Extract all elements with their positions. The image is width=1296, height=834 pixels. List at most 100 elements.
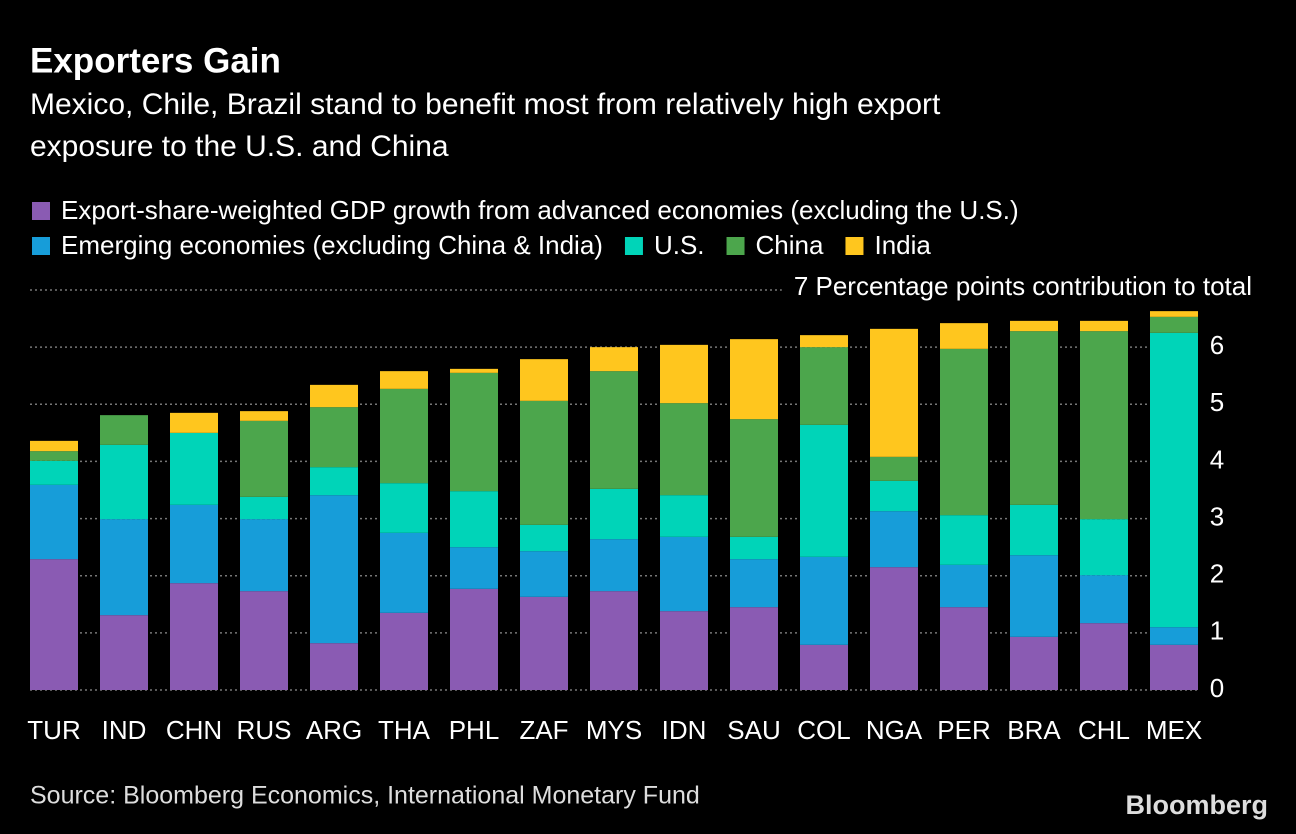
bar-segment [590,371,638,489]
bar-segment [940,607,988,690]
legend-label: Export-share-weighted GDP growth from ad… [61,195,1019,225]
bar-segment [1150,316,1198,333]
x-tick-label: BRA [1007,715,1061,745]
bar-segment [100,615,148,690]
x-tick-label: PHL [449,715,500,745]
bar-segment [450,588,498,690]
bar-segment [1010,636,1058,690]
bar-segment [30,460,78,485]
bar-segment [730,536,778,560]
bar-segment [450,368,498,373]
x-tick-label: MYS [586,715,642,745]
bar-segment [660,495,708,537]
bar-segment [520,524,568,552]
legend-swatch [32,202,50,220]
bar-segment [1080,575,1128,624]
bar-segment [30,484,78,560]
bar-segment [450,372,498,492]
logo: Bloomberg [1125,790,1268,820]
bar-segment [100,444,148,520]
bar-segment [380,532,428,613]
bar-segment [590,591,638,690]
bar-segment [520,359,568,401]
bar-segment [870,328,918,457]
bar-segment [870,567,918,690]
bar-segment [310,643,358,690]
legend-item: Emerging economies (excluding China & In… [32,230,603,260]
bar-segment [1080,320,1128,332]
y-tick-label: 0 [1210,673,1224,703]
bar-segment [660,403,708,496]
bar-segment [590,488,638,540]
bar-segment [660,344,708,404]
bar-segment [940,515,988,565]
bar-segment [240,420,288,497]
bar-segment [940,564,988,608]
x-tick-label: CHL [1078,715,1130,745]
bar-segment [170,432,218,505]
y-tick-label: 2 [1210,559,1224,589]
bar-segment [800,335,848,348]
bar-segment [1080,623,1128,690]
bar-segment [310,407,358,468]
bar-segment [800,644,848,690]
legend-label: China [756,230,824,260]
bar-segment [240,496,288,520]
bar-segment [310,467,358,496]
legend-item: U.S. [624,230,705,260]
bar-segment [730,607,778,690]
bar-segment [870,511,918,568]
y-tick-label: 7 Percentage points contribution to tota… [794,271,1252,301]
bar-segment [240,411,288,421]
legend-swatch [726,237,745,255]
legend-swatch [845,237,864,255]
bar-segment [1150,311,1198,317]
bar-segment [660,536,708,612]
bar-segment [800,347,848,425]
chart-subtitle: Mexico, Chile, Brazil stand to benefit m… [30,88,941,121]
x-tick-label: MEX [1146,715,1202,745]
bar-segment [870,456,918,481]
bar-segment [30,440,78,452]
bar-segment [590,539,638,592]
bar-segment [170,583,218,690]
bar-segment [1010,504,1058,556]
bar-segment [380,388,428,484]
bar-segment [380,483,428,533]
bar-segment [800,424,848,557]
bar-segment [380,612,428,690]
x-tick-label: IDN [662,715,707,745]
bar-segment [100,415,148,445]
y-tick-label: 4 [1210,444,1224,474]
bar-segment [1150,332,1198,628]
chart-subtitle: exposure to the U.S. and China [30,130,449,163]
x-tick-label: COL [797,715,850,745]
bar-segment [1080,331,1128,520]
y-tick-label: 5 [1210,387,1224,417]
bar-segment [1080,519,1128,576]
x-tick-label: NGA [866,715,923,745]
bar-segment [310,384,358,408]
bar-segment [660,611,708,690]
bar-segment [170,504,218,584]
x-tick-label: CHN [166,715,222,745]
bar-segment [450,547,498,589]
chart-title: Exporters Gain [30,41,281,80]
bar-segment [520,400,568,525]
bar-segment [520,596,568,690]
legend-item: China [726,230,824,260]
bar-segment [1010,320,1058,332]
bar-segment [870,480,918,512]
bar-segment [590,347,638,372]
x-tick-label: ZAF [519,715,568,745]
bar-segment [240,591,288,690]
x-tick-label: IND [102,715,147,745]
y-tick-label: 6 [1210,330,1224,360]
y-tick-label: 3 [1210,501,1224,531]
x-tick-label: SAU [727,715,780,745]
bar-segment [310,495,358,644]
x-tick-label: ARG [306,715,362,745]
legend-swatch [32,237,50,255]
bar-segment [30,559,78,690]
